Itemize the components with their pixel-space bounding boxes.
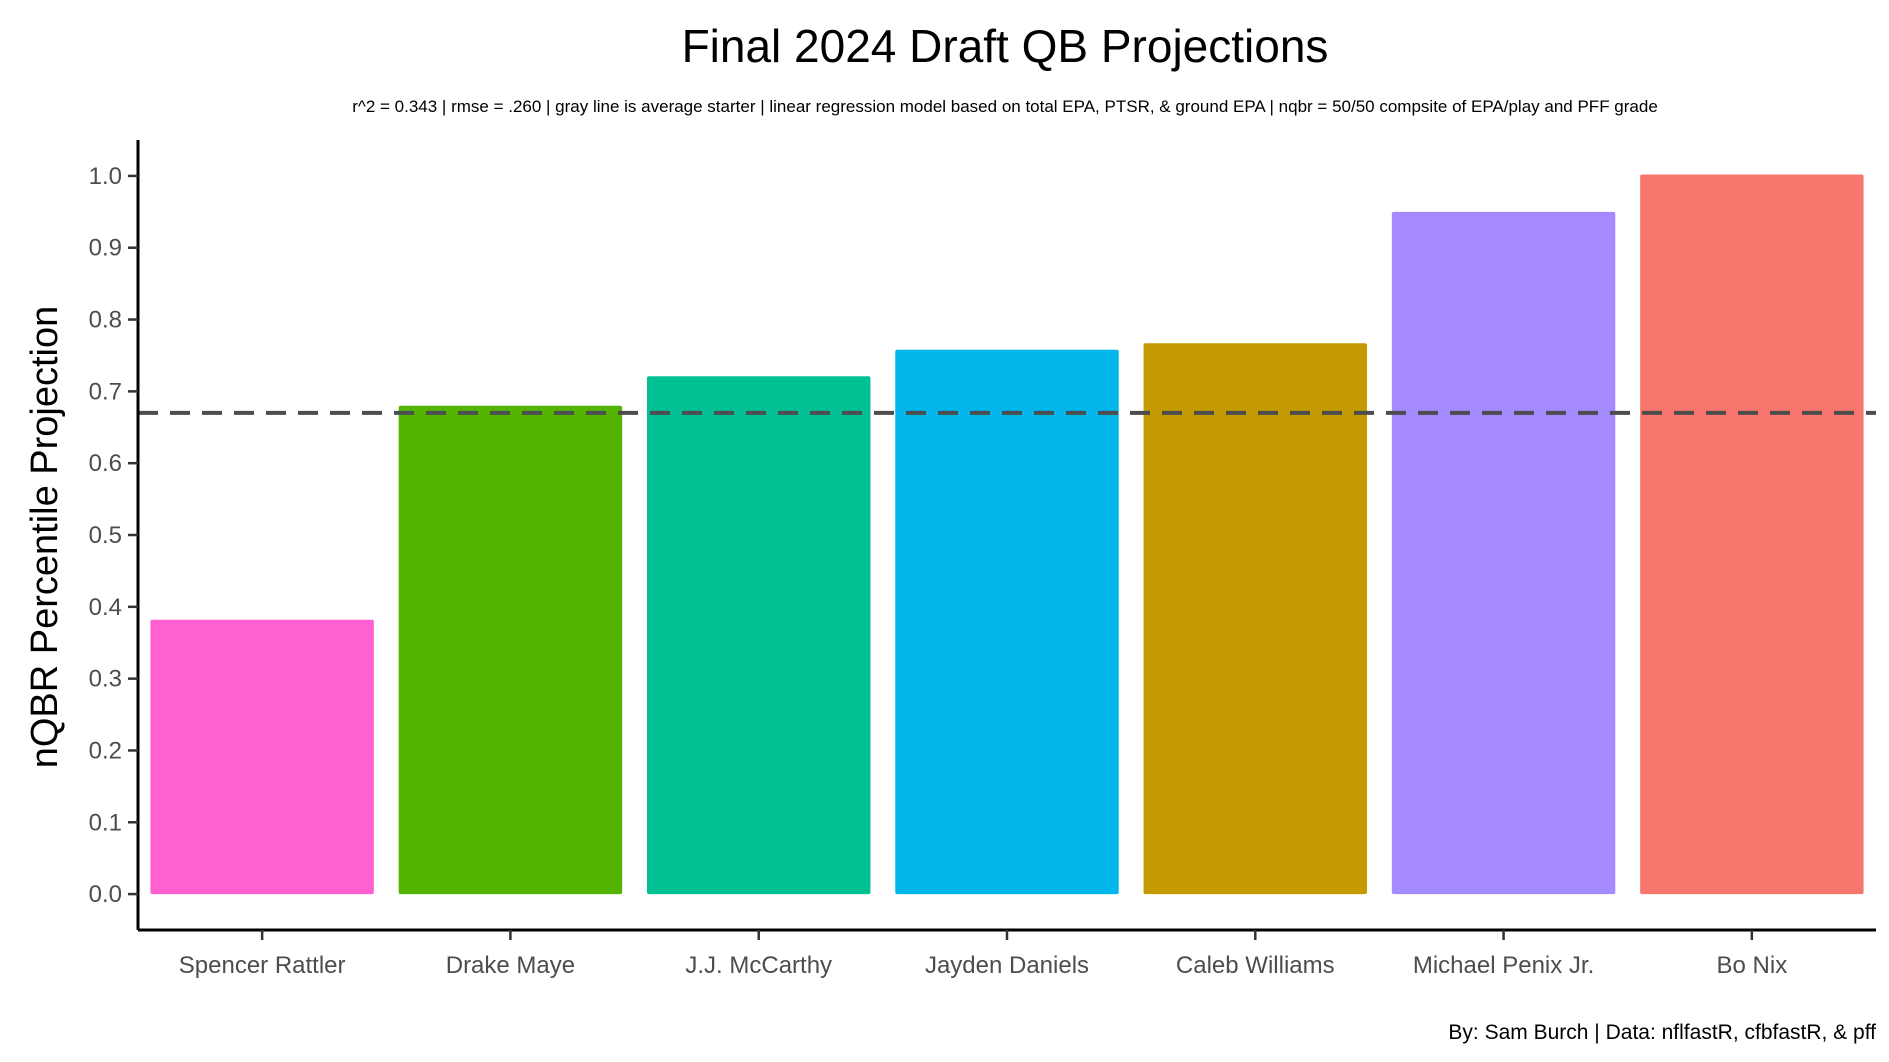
y-tick-label: 0.0 [89,881,122,908]
chart-caption: By: Sam Burch | Data: nflfastR, cfbfastR… [1448,1021,1876,1044]
y-axis: 0.0 0.1 0.2 0.3 0.4 0.5 0.6 0.7 0.8 0.9 1.0 [89,140,140,930]
x-tick-label-spencer-rattler: Spencer Rattler [179,952,346,979]
x-axis: Spencer Rattler Drake Maye J.J. McCarthy Ja… [138,928,1876,979]
y-tick-label: 0.3 [89,666,122,693]
y-tick-label: 0.9 [89,235,122,262]
x-tick-label-drake-maye: Drake Maye [446,952,575,979]
bar-drake-maye [398,405,623,895]
y-tick-label: 0.2 [89,737,122,764]
y-tick-label: 0.6 [89,450,122,477]
x-tick-label-michael-penix-jr: Michael Penix Jr. [1413,952,1594,979]
y-tick-label: 0.4 [89,594,122,621]
bar-j-j-mccarthy [646,376,871,895]
bar-spencer-rattler [150,619,374,895]
chart-subtitle: r^2 = 0.343 | rmse = .260 | gray line is… [352,97,1658,116]
bar-michael-penix-jr [1391,211,1616,895]
bar-jayden-daniels [895,349,1119,895]
x-tick-label-j-j-mccarthy: J.J. McCarthy [685,952,832,979]
y-tick-label: 1.0 [89,163,122,190]
y-tick-label: 0.5 [89,522,122,549]
chart-title: Final 2024 Draft QB Projections [682,20,1329,72]
y-tick-label: 0.7 [89,378,122,405]
y-axis-label: nQBR Percentile Projection [24,306,66,769]
y-tick-label: 0.8 [89,307,122,334]
x-tick-label-jayden-daniels: Jayden Daniels [925,952,1089,979]
x-tick-label-bo-nix: Bo Nix [1717,952,1788,979]
bar-caleb-williams [1143,343,1368,895]
x-tick-label-caleb-williams: Caleb Williams [1176,952,1335,979]
bar-bo-nix [1640,174,1864,895]
bars-group [150,174,1864,895]
y-tick-label: 0.1 [89,809,122,836]
